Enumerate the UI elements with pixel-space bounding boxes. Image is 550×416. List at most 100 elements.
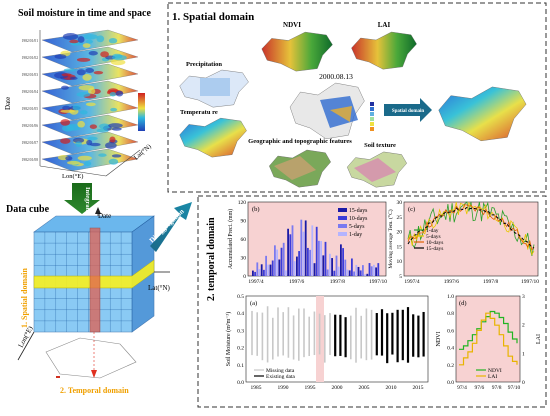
panel-c-legend-label: 5-days (426, 234, 441, 240)
moisture-blob (105, 142, 117, 149)
panel-b-bar (333, 270, 336, 276)
panel-b-bar (280, 247, 283, 276)
panel-c-tag: (c) (408, 206, 415, 213)
panel-b-bar (315, 226, 318, 276)
moisture-blob (62, 33, 79, 40)
panel-b-bar (298, 251, 300, 276)
cube-drop-arrowhead (91, 370, 97, 378)
panel-b-tag: (b) (252, 206, 260, 213)
panel-b-bar (287, 228, 289, 276)
panel-b-legend-label: 5-days (349, 224, 365, 230)
panel-b-xtick: 1997/8 (330, 279, 346, 285)
ndvi-label: NDVI (283, 21, 301, 29)
moisture-blob (96, 35, 105, 43)
moisture-blob (60, 109, 75, 113)
center-legend-swatch (370, 112, 374, 116)
date-tick-label: 1982/01/07 (22, 141, 39, 145)
panel-a-xtick: 2005 (359, 385, 370, 391)
panel-b-bar (252, 270, 254, 276)
moisture-blob (78, 85, 95, 91)
moisture-blob (111, 154, 122, 158)
left-title: Soil moisture in time and space (18, 8, 151, 19)
moisture-blob (109, 136, 116, 143)
panel-b-ytick: 60 (241, 237, 247, 243)
panel-d-legend-label: NDVI (488, 368, 502, 374)
temperature-label: Temperatu re (180, 109, 218, 116)
moisture-blob (54, 54, 67, 59)
panel-b-bar (329, 253, 331, 276)
panel-b-bar (285, 270, 287, 276)
panel-a-xtick: 2010 (386, 385, 397, 391)
moisture-blob (96, 128, 109, 133)
moisture-blob (72, 137, 85, 144)
lai-map (351, 31, 417, 70)
panel-b-bar (368, 263, 371, 276)
panel-d-xtick: 97/6 (474, 385, 484, 391)
panel-c-ytick: 25 (397, 215, 403, 221)
moisture-blob (77, 155, 92, 161)
lat-axis (105, 149, 141, 177)
moisture-blob (108, 38, 118, 44)
moisture-blob (115, 90, 124, 97)
panel-b-legend-label: 1-day (349, 232, 362, 238)
lai-label: LAI (378, 21, 391, 29)
panel-b-bar (337, 266, 340, 276)
panel-b-bar (342, 248, 344, 276)
lat-axis-label: Lat(°N) (133, 143, 153, 161)
temporal-domain-panel (197, 195, 547, 408)
temporal-title: 2. temporal domain (206, 217, 217, 301)
panel-b-legend-label: 10-days (349, 216, 368, 222)
moisture-blob (89, 142, 101, 147)
panel-c-ylabel: Moving average Tem. (°C) (387, 209, 394, 268)
center-legend-swatch (370, 127, 374, 131)
panel-b-bar (311, 225, 314, 276)
panel-a-ytick: 0.5 (237, 294, 244, 300)
panel-b-bar (320, 241, 322, 276)
spatial-result-map (438, 86, 527, 142)
panel-b-bar (357, 266, 360, 276)
moisture-blob (98, 123, 111, 129)
panel-b-bar (265, 255, 267, 276)
cube-date-arrowhead (95, 207, 101, 214)
panel-b-bar (274, 245, 276, 276)
panel-c-ytick: 10 (397, 259, 403, 265)
date-tick-label: 1982/01/08 (22, 158, 39, 162)
integration-label: Integration (84, 187, 91, 219)
moisture-blob (111, 127, 122, 131)
panel-b-bar (278, 259, 281, 276)
panel-a-ytick: 0.1 (237, 363, 244, 369)
moisture-blob (88, 51, 98, 56)
panel-d-ytick-left: 0.8 (447, 311, 454, 317)
panel-b-bar (293, 261, 296, 276)
panel-a-ytick: 0.0 (237, 380, 244, 386)
soil-texture-fill (354, 158, 396, 182)
moisture-colorbar (138, 93, 145, 131)
panel-b-bar (351, 258, 353, 276)
moisture-blob (82, 43, 91, 48)
panel-b-bar (269, 264, 272, 276)
panel-b-bar (300, 219, 303, 276)
moisture-blob (82, 74, 92, 81)
precipitation-fill (200, 78, 230, 96)
moisture-blob (89, 124, 98, 129)
panel-b-bar (364, 274, 366, 276)
panel-d-ytick-left: 0.0 (447, 380, 454, 386)
date-axis-label: Date (4, 97, 12, 110)
panel-b-bar (340, 244, 342, 276)
cube-date-label: Date (98, 212, 111, 220)
center-legend-swatch (370, 102, 374, 106)
moisture-blob (98, 153, 107, 157)
date-tick-label: 1982/01/01 (22, 39, 39, 43)
moisture-blob (62, 105, 71, 111)
panel-c-xtick: 1997/4 (404, 279, 420, 285)
moisture-blob (62, 124, 74, 132)
panel-b-bar (359, 270, 362, 276)
date-tick-label: 1982/01/03 (22, 73, 39, 77)
panel-b-bar (322, 255, 325, 276)
panel-c-ytick: 15 (397, 244, 403, 250)
panel-b-xtick: 1997/10 (369, 279, 387, 285)
panel-d-xtick: 97/10 (508, 385, 521, 391)
panel-d-xtick: 97/4 (457, 385, 467, 391)
panel-d-ytick-right: 2 (522, 323, 525, 329)
